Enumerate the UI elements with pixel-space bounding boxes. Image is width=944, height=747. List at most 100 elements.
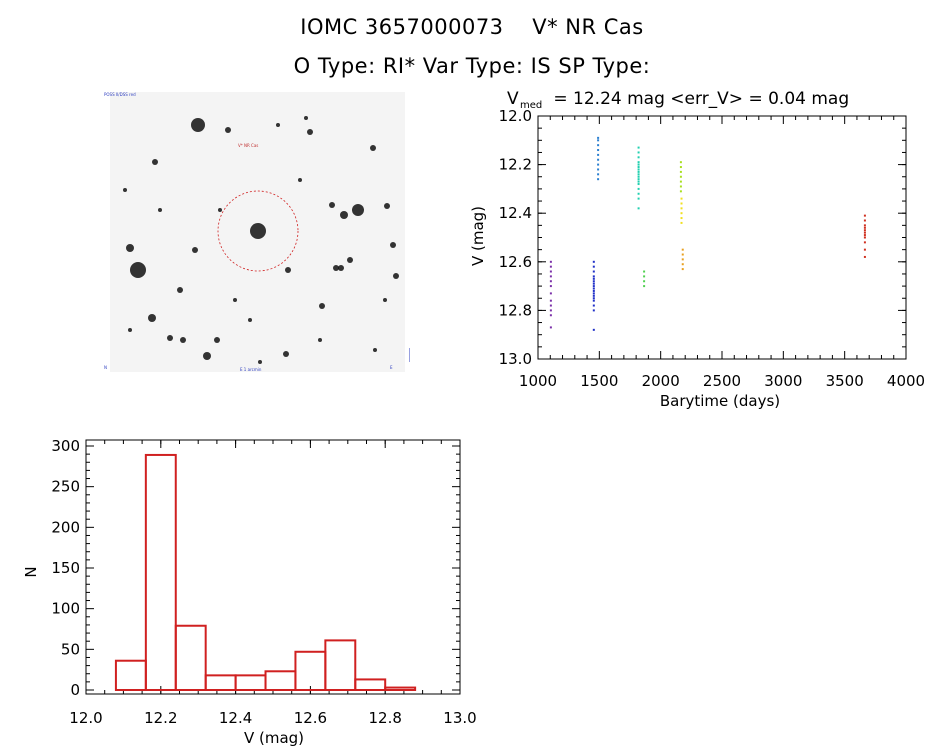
lc-data-point — [679, 175, 682, 178]
star — [298, 178, 302, 182]
star — [338, 265, 344, 271]
lc-y-tick-label: 13.0 — [499, 350, 532, 368]
lc-x-tick-label: 1000 — [519, 372, 557, 390]
lc-data-point — [592, 297, 595, 300]
lc-data-point — [637, 161, 640, 164]
lc-data-point — [592, 285, 595, 288]
lc-data-point — [549, 265, 552, 268]
star — [384, 203, 390, 209]
lc-data-point — [597, 173, 600, 176]
hist-x-tick-label: 12.6 — [294, 709, 327, 727]
lc-axes: 1000 1500 2000 2500 3000 3500 4000 12.0 12.2 12.4… — [499, 107, 926, 390]
lc-data-point — [597, 149, 600, 152]
lc-data-point — [597, 144, 600, 147]
image-source-label: POSS II/DSS red — [104, 92, 136, 97]
star — [347, 257, 353, 263]
scale-label: E 1 arcmin — [240, 367, 262, 372]
hist-x-tick-label: 12.4 — [219, 709, 252, 727]
hist-y-axis-label: N — [22, 566, 40, 577]
lc-data-point — [597, 163, 600, 166]
lc-data-point — [643, 285, 646, 288]
lc-data-point — [637, 166, 640, 169]
lc-data-point — [863, 219, 866, 222]
target-circle — [217, 190, 299, 272]
lc-data-point — [863, 226, 866, 229]
lc-data-point — [679, 170, 682, 173]
lc-data-point — [592, 289, 595, 292]
lc-data-point — [549, 309, 552, 312]
light-curve-chart: V med = 12.24 mag <err_V> = 0.04 mag 100… — [469, 89, 925, 410]
lc-data-point — [592, 280, 595, 283]
lc-data-point — [679, 185, 682, 188]
lc-data-point — [680, 197, 683, 200]
hist-y-tick-label: 50 — [61, 640, 80, 658]
star — [393, 273, 399, 279]
lc-data-point — [549, 326, 552, 329]
lc-data-point — [679, 190, 682, 193]
star — [340, 211, 348, 219]
star — [233, 298, 237, 302]
lc-data-point — [637, 207, 640, 210]
object-id: IOMC 3657000073 — [300, 15, 504, 39]
hist-y-tick-label: 250 — [51, 478, 80, 496]
star — [158, 208, 162, 212]
lc-y-axis-label: V (mag) — [469, 206, 487, 266]
lc-data-point — [863, 248, 866, 251]
hist-x-tick-label: 12.0 — [69, 709, 102, 727]
lc-data-point — [549, 285, 552, 288]
lc-data-point — [680, 221, 683, 224]
star-field — [123, 116, 399, 364]
hist-x-axis-label: V (mag) — [244, 729, 304, 747]
hist-axes: 12.0 12.2 12.4 12.6 12.8 13.0 0 50 100 150 200 250 3… — [51, 437, 476, 727]
lc-data-point — [637, 187, 640, 190]
star — [225, 127, 231, 133]
lc-data-point — [549, 299, 552, 302]
star — [304, 116, 308, 120]
histogram-chart: 12.0 12.2 12.4 12.6 12.8 13.0 0 50 100 150 200 250 3… — [22, 437, 477, 747]
lc-data-point — [597, 158, 600, 161]
lc-data-point — [549, 275, 552, 278]
star — [370, 145, 376, 151]
hist-y-tick-label: 150 — [51, 559, 80, 577]
lc-data-point — [597, 136, 600, 139]
star — [167, 335, 173, 341]
lc-data-point — [863, 255, 866, 258]
east-label: E — [390, 365, 393, 370]
lc-data-point — [637, 192, 640, 195]
lc-data-point — [681, 258, 684, 261]
star — [258, 360, 262, 364]
lc-data-point — [863, 241, 866, 244]
lc-data-point — [592, 265, 595, 268]
star — [329, 202, 335, 208]
orientation-label: N — [104, 365, 107, 370]
lc-data-point — [680, 207, 683, 210]
hist-bar — [174, 624, 207, 691]
lc-data-point — [592, 299, 595, 302]
star — [390, 242, 396, 248]
lc-data-point — [637, 178, 640, 181]
lc-title-sub: med — [520, 100, 542, 111]
lc-data-point — [549, 260, 552, 263]
hist-y-tick-label: 300 — [51, 437, 80, 455]
lc-data-point — [592, 277, 595, 280]
lc-data-point — [863, 214, 866, 217]
lc-data-point — [863, 224, 866, 227]
lc-data-point — [549, 270, 552, 273]
lc-data-point — [592, 294, 595, 297]
lc-data-point — [681, 253, 684, 256]
star — [203, 352, 211, 360]
star — [128, 328, 132, 332]
lc-title-prefix: V — [507, 89, 519, 109]
star — [177, 287, 183, 293]
lc-data-point — [637, 197, 640, 200]
lc-data-point — [592, 292, 595, 295]
lc-y-tick-label: 12.4 — [499, 204, 532, 222]
star — [180, 337, 186, 343]
hist-bar — [264, 670, 297, 692]
lc-data-point — [643, 270, 646, 273]
lc-data-point — [643, 275, 646, 278]
lc-data-point — [637, 146, 640, 149]
hist-bar — [384, 686, 417, 691]
lc-data-point — [863, 234, 866, 237]
